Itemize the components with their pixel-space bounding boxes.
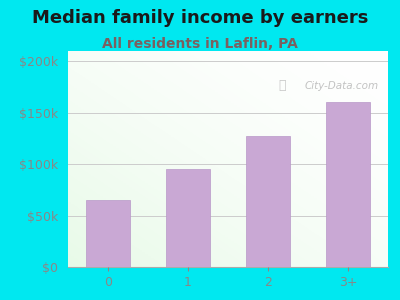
Bar xyxy=(86,200,130,267)
Text: Ⓠ: Ⓠ xyxy=(279,79,286,92)
Bar xyxy=(326,102,370,267)
Text: Median family income by earners: Median family income by earners xyxy=(32,9,368,27)
Text: All residents in Laflin, PA: All residents in Laflin, PA xyxy=(102,38,298,52)
Bar xyxy=(246,136,290,267)
Bar xyxy=(166,169,210,267)
Text: City-Data.com: City-Data.com xyxy=(305,81,379,91)
